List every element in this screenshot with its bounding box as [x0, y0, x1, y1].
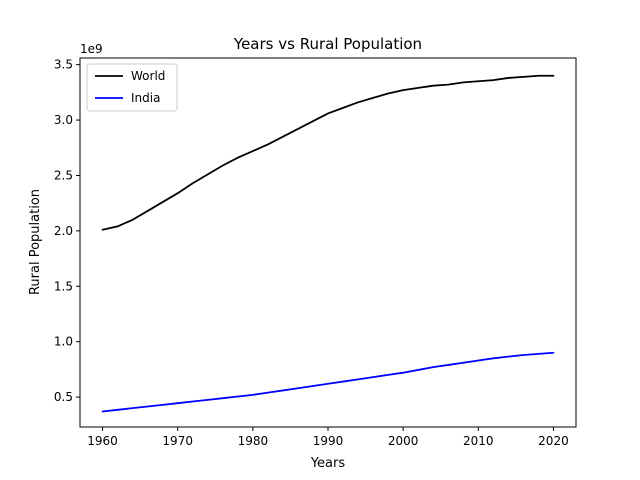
y-tick-label: 1.5	[54, 279, 73, 293]
y-axis-ticks: 0.5 1.0 1.5 2.0 2.5 3.0 3.5	[54, 58, 80, 404]
x-tick-label: 1970	[162, 434, 193, 448]
legend-label-india: India	[131, 91, 160, 105]
x-tick-label: 2000	[388, 434, 419, 448]
series-layer	[101, 74, 555, 413]
chart-title: Years vs Rural Population	[233, 35, 422, 53]
x-axis-ticks: 1960 1970 1980 1990 2000 2010 2020	[87, 427, 569, 448]
y-tick-label: 3.0	[54, 113, 73, 127]
y-tick-label: 2.0	[54, 224, 73, 238]
x-tick-label: 2020	[538, 434, 569, 448]
y-tick-label: 3.5	[54, 58, 73, 72]
x-axis-label: Years	[310, 456, 346, 471]
legend: World India	[86, 63, 178, 112]
x-tick-label: 1980	[238, 434, 269, 448]
y-tick-label: 0.5	[54, 390, 73, 404]
y-tick-label: 2.5	[54, 168, 73, 182]
y-axis-label: Rural Population	[28, 189, 43, 295]
series-line-india	[101, 351, 555, 413]
x-tick-label: 2010	[463, 434, 494, 448]
y-axis-offset-label: 1e9	[80, 42, 103, 56]
plot-area: 1960 1970 1980 1990 2000 2010 2020 0.5 1.0 1.5 2.…	[54, 57, 577, 448]
x-tick-label: 1960	[87, 434, 118, 448]
legend-label-world: World	[131, 69, 165, 83]
y-tick-label: 1.0	[54, 335, 73, 349]
series-line-world	[101, 74, 555, 231]
x-tick-label: 1990	[313, 434, 344, 448]
